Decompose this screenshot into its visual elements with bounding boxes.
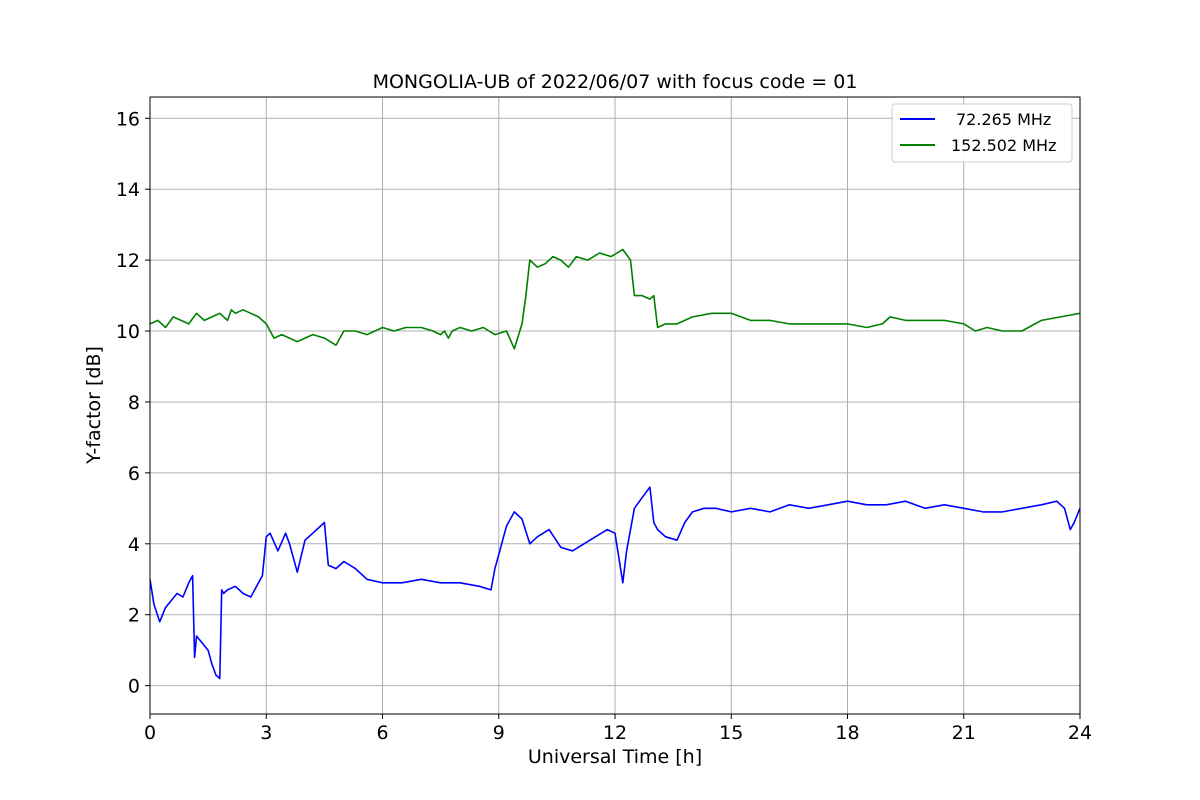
legend: 72.265 MHz 152.502 MHz (891, 103, 1073, 163)
legend-box (891, 103, 1073, 163)
y-tick-label: 8 (128, 392, 140, 414)
series-layer (150, 248, 1080, 680)
y-tick-label: 2 (128, 605, 140, 627)
legend-label-152mhz: 152.502 MHz (951, 136, 1056, 155)
x-tick-label: 21 (952, 722, 976, 744)
y-tick-label: 12 (116, 250, 140, 272)
x-tick-label: 24 (1068, 722, 1092, 744)
y-tick-label: 0 (128, 676, 140, 698)
y-axis-label: Y-factor [dB] (83, 346, 105, 465)
x-tick-label: 9 (493, 722, 505, 744)
y-tick-label: 10 (116, 321, 140, 343)
legend-label-72mhz: 72.265 MHz (956, 110, 1051, 129)
x-tick-label: 12 (603, 722, 627, 744)
y-tick-label: 6 (128, 463, 140, 485)
x-tick-label: 0 (144, 722, 156, 744)
y-axis: 0 2 4 6 8 10 12 14 16 (116, 108, 150, 698)
x-tick-label: 15 (719, 722, 743, 744)
x-tick-label: 6 (376, 722, 388, 744)
series-line-0 (150, 486, 1080, 680)
y-tick-label: 4 (128, 534, 140, 556)
series-line-1 (150, 248, 1080, 350)
x-tick-label: 18 (835, 722, 859, 744)
x-axis-label: Universal Time [h] (528, 746, 702, 768)
chart-title: MONGOLIA-UB of 2022/06/07 with focus cod… (373, 71, 858, 93)
y-tick-label: 16 (116, 108, 140, 130)
y-tick-label: 14 (116, 179, 140, 201)
x-axis: 0 3 6 9 12 15 18 21 24 (144, 714, 1092, 744)
x-tick-label: 3 (260, 722, 272, 744)
